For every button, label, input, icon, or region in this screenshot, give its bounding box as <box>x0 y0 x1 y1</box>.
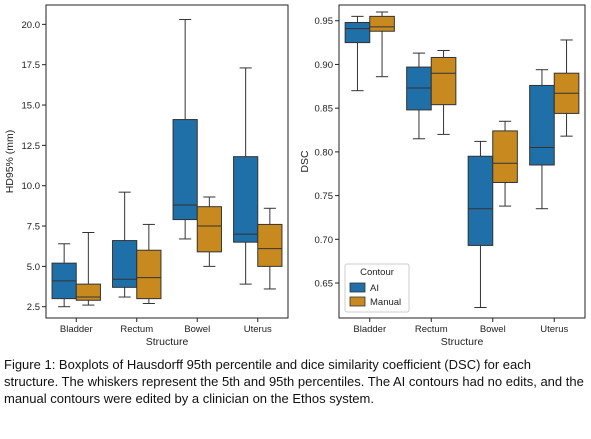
x-tick-label-uterus: Uterus <box>244 324 272 335</box>
y-tick-label: 15.0 <box>22 101 41 112</box>
y-tick-label: 0.90 <box>315 60 334 71</box>
x-axis-title: Structure <box>146 336 189 348</box>
y-axis-title: HD95% (mm) <box>4 130 16 194</box>
dsc-plot: 0.65 0.70 0.75 0.80 0.85 0.90 0.95 Bladder Rectu… <box>299 4 586 348</box>
y-tick-label: 17.5 <box>22 60 41 71</box>
box-manual-rectum <box>136 249 162 300</box>
box-ai-rectum <box>112 240 138 288</box>
box-manual-uterus <box>257 223 283 267</box>
y-tick-label: 2.5 <box>27 302 40 313</box>
x-tick-label-rectum: Rectum <box>415 324 448 335</box>
legend-label-ai: AI <box>370 283 379 294</box>
box-ai-bowel <box>467 155 494 246</box>
y-tick-label: 0.80 <box>315 147 334 158</box>
box-manual-bowel <box>196 206 222 253</box>
y-tick-label: 0.95 <box>315 16 334 27</box>
legend-swatch-manual <box>349 296 366 307</box>
box-ai-uterus <box>233 156 259 243</box>
x-tick-label-uterus: Uterus <box>540 324 568 335</box>
legend-label-manual: Manual <box>370 297 401 308</box>
legend-swatch-ai <box>349 282 366 293</box>
figure-caption: Figure 1: Boxplots of Hausdorff 95th per… <box>4 357 584 406</box>
y-tick-label: 5.0 <box>27 262 40 273</box>
x-axis-title: Structure <box>441 336 484 348</box>
box-ai-bladder <box>344 21 371 44</box>
x-tick-label-bladder: Bladder <box>60 324 93 335</box>
box-manual-bowel <box>492 130 518 183</box>
y-tick-label: 12.5 <box>22 141 41 152</box>
figure: 2.5 5.0 7.5 10.0 12.5 15.0 17.5 20.0 Bladder Rect… <box>4 4 586 348</box>
box-manual-bladder <box>75 283 101 301</box>
y-tick-label: 0.75 <box>315 191 334 202</box>
y-axis-title: DSC <box>299 150 311 173</box>
x-tick-label-bowel: Bowel <box>184 324 210 335</box>
y-tick-label: 7.5 <box>27 222 40 233</box>
box-manual-rectum <box>430 56 457 106</box>
plot-frame <box>338 4 586 319</box>
hd95-plot: 2.5 5.0 7.5 10.0 12.5 15.0 17.5 20.0 Bladder Rect… <box>4 4 289 348</box>
box-ai-uterus <box>529 84 555 166</box>
box-manual-bladder <box>369 15 395 32</box>
x-tick-label-rectum: Rectum <box>120 324 153 335</box>
x-tick-label-bladder: Bladder <box>353 324 386 335</box>
y-tick-label: 20.0 <box>22 20 41 31</box>
x-tick-label-bowel: Bowel <box>480 324 506 335</box>
y-tick-label: 0.65 <box>315 279 334 290</box>
y-tick-label: 0.85 <box>315 104 334 115</box>
y-tick-label: 10.0 <box>22 181 41 192</box>
y-tick-label: 0.70 <box>315 235 334 246</box>
legend-title: Contour <box>360 267 394 278</box>
plot-frame <box>45 4 289 319</box>
box-ai-bowel <box>172 119 198 221</box>
